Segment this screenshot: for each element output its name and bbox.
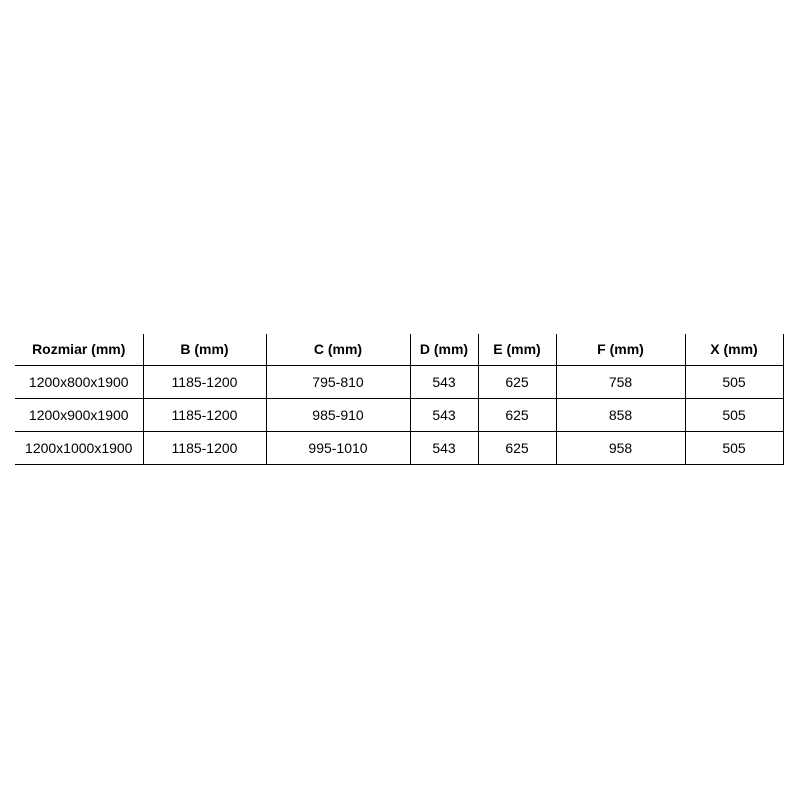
header-cell-x: X (mm) [685,334,784,366]
cell-x: 505 [685,398,784,432]
header-cell-d: D (mm) [410,334,479,366]
cell-d: 543 [410,398,479,432]
table-row: 1200x900x1900 1185-1200 985-910 543 625 … [15,398,784,432]
header-row: Rozmiar (mm) B (mm) C (mm) D (mm) E (mm)… [15,334,784,366]
cell-f: 858 [556,398,686,432]
cell-rozmiar: 1200x900x1900 [15,398,144,432]
table-row: 1200x1000x1900 1185-1200 995-1010 543 62… [15,431,784,465]
header-cell-rozmiar: Rozmiar (mm) [15,334,144,366]
cell-rozmiar: 1200x1000x1900 [15,431,144,465]
cell-b: 1185-1200 [143,431,267,465]
cell-rozmiar: 1200x800x1900 [15,365,144,399]
cell-d: 543 [410,431,479,465]
header-cell-b: B (mm) [143,334,267,366]
cell-b: 1185-1200 [143,365,267,399]
cell-e: 625 [478,431,557,465]
cell-e: 625 [478,398,557,432]
cell-e: 625 [478,365,557,399]
header-cell-f: F (mm) [556,334,686,366]
cell-f: 958 [556,431,686,465]
table-row: 1200x800x1900 1185-1200 795-810 543 625 … [15,365,784,399]
header-cell-c: C (mm) [266,334,411,366]
dimensions-table: Rozmiar (mm) B (mm) C (mm) D (mm) E (mm)… [15,334,784,465]
cell-d: 543 [410,365,479,399]
cell-c: 995-1010 [266,431,411,465]
cell-b: 1185-1200 [143,398,267,432]
cell-c: 795-810 [266,365,411,399]
cell-f: 758 [556,365,686,399]
header-cell-e: E (mm) [478,334,557,366]
cell-x: 505 [685,365,784,399]
cell-x: 505 [685,431,784,465]
cell-c: 985-910 [266,398,411,432]
